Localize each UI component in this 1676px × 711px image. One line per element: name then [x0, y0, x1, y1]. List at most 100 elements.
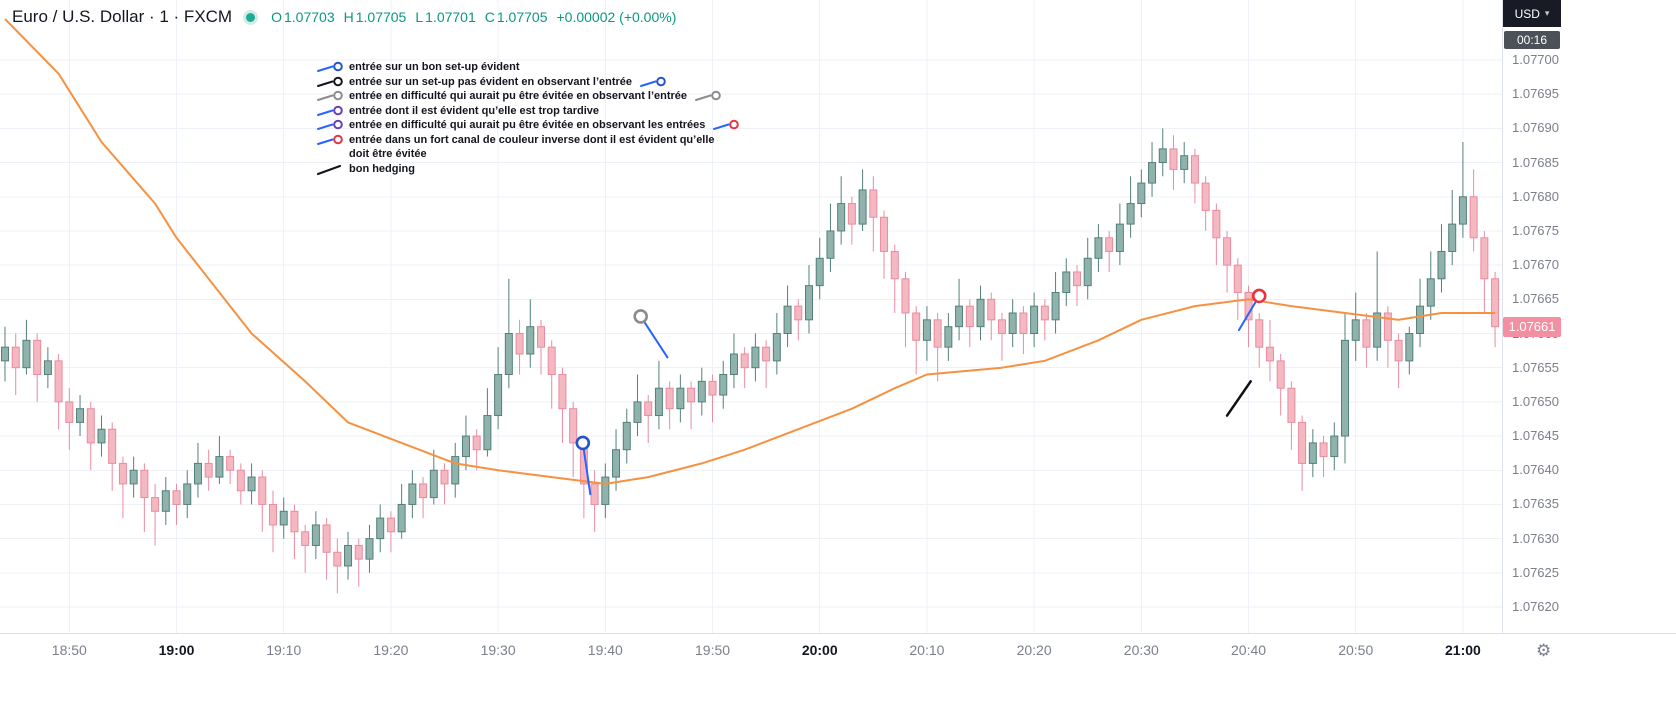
candle-up: [1094, 237, 1103, 259]
entry-arrow-icon: [317, 90, 343, 101]
change-value: +0.00002 (+0.00%): [556, 9, 677, 25]
candle-down: [1394, 339, 1403, 362]
price-label: 1.07625: [1512, 564, 1559, 580]
time-label: 18:50: [51, 642, 87, 658]
entry-difficult-observed-marker-circle[interactable]: [633, 309, 648, 324]
time-label: 19:10: [266, 642, 302, 658]
currency-selector[interactable]: USD ▾: [1503, 0, 1561, 27]
candle-down: [172, 490, 181, 505]
candle-down: [1073, 271, 1081, 287]
candle-down: [386, 517, 395, 533]
candle-up: [1115, 223, 1124, 252]
time-label: 20:10: [909, 642, 945, 658]
candle-down: [740, 353, 749, 369]
entry-good-setup-marker-circle[interactable]: [575, 435, 591, 451]
candle-up: [526, 326, 535, 355]
candle-up: [1351, 319, 1360, 341]
candle-down: [1233, 264, 1242, 293]
open-value: 1.07703: [284, 9, 335, 25]
candle-down: [537, 326, 545, 348]
low-label: L: [415, 9, 424, 25]
price-label: 1.07645: [1512, 428, 1559, 444]
entry-inverse-channel-marker-circle[interactable]: [1251, 288, 1267, 304]
candle-up: [751, 346, 760, 369]
candle-down: [1298, 421, 1307, 464]
candle-down: [1265, 346, 1274, 362]
legend-label: entrée en difficulté qui aurait pu être …: [349, 90, 688, 102]
candle-down: [1469, 196, 1478, 239]
price-label: 1.07690: [1512, 120, 1559, 136]
price-label: 1.07670: [1512, 257, 1559, 273]
time-label: 20:00: [801, 642, 838, 658]
market-status-icon[interactable]: [246, 12, 256, 22]
chart-pane[interactable]: Euro / U.S. Dollar · 1 · FXCM O 1.07703 H…: [0, 0, 1502, 633]
close-label: C: [484, 9, 495, 25]
candlestick-chart[interactable]: [0, 0, 1502, 633]
candle-down: [901, 278, 910, 314]
last-price-label: 1.07661: [1503, 316, 1561, 337]
legend-label: entrée dans un fort canal de couleur inv…: [349, 133, 715, 161]
price-label: 1.07685: [1512, 154, 1559, 170]
candle-up: [1308, 442, 1317, 464]
candle-down: [1362, 319, 1371, 348]
candle-down: [1212, 209, 1221, 239]
price-label: 1.07655: [1512, 359, 1559, 375]
candle-down: [322, 524, 331, 553]
candle-up: [719, 374, 728, 396]
high-label: H: [343, 9, 354, 25]
candle-up: [247, 476, 256, 492]
entry-arrow-icon: [317, 134, 343, 145]
candle-up: [976, 298, 985, 328]
time-label: 20:50: [1338, 642, 1374, 658]
price-axis[interactable]: USD ▾ 00:16 1.07700 1.07695 1.07690 1.07685…: [1502, 0, 1676, 633]
candle-up: [1405, 333, 1414, 362]
legend-label: entrée sur un set-up pas évident en obse…: [349, 75, 633, 88]
candle-down: [794, 305, 803, 321]
price-label: 1.07700: [1512, 52, 1559, 67]
legend-label: bon hedging: [349, 162, 415, 175]
price-label: 1.07630: [1512, 530, 1559, 546]
candle-up: [1126, 203, 1135, 225]
candle-up: [1330, 435, 1339, 458]
candle-up: [279, 510, 288, 526]
candle-up: [1437, 250, 1446, 280]
time-axis[interactable]: ⚙ 18:50 19:00 19:10 19:20 19:30 19:40 19:50 20:…: [0, 633, 1676, 711]
candle-down: [1287, 387, 1296, 423]
candle-up: [1426, 278, 1435, 307]
candle-up: [311, 524, 320, 546]
candle-up: [1030, 305, 1039, 334]
candle-up: [1373, 312, 1382, 348]
candle-down: [880, 216, 889, 252]
candle-down: [708, 380, 717, 396]
price-label: 1.07635: [1512, 496, 1559, 512]
candle-up: [1008, 312, 1017, 334]
candle-up: [1, 346, 9, 362]
candle-up: [633, 401, 642, 423]
price-label: 1.07665: [1512, 291, 1559, 307]
candle-up: [1458, 196, 1467, 225]
candle-up: [612, 449, 621, 478]
settings-gear-icon[interactable]: ⚙: [1536, 641, 1552, 660]
entry-good-setup-marker-line[interactable]: [581, 441, 592, 496]
candle-up: [955, 305, 964, 328]
candle-up: [1448, 223, 1457, 252]
time-label: 20:20: [1016, 642, 1052, 658]
candle-up: [1416, 305, 1425, 334]
price-label: 1.07620: [1512, 599, 1559, 614]
entry-difficult-observed-marker-line[interactable]: [639, 315, 669, 359]
candle-down: [987, 298, 996, 321]
symbol-title[interactable]: Euro / U.S. Dollar · 1 · FXCM: [12, 7, 233, 26]
candle-down: [1105, 237, 1114, 252]
moving-average-line: [4, 18, 1496, 485]
price-label: 1.07640: [1512, 462, 1559, 478]
chevron-down-icon: ▾: [1544, 8, 1550, 18]
candle-up: [783, 305, 792, 334]
candle-up: [97, 428, 106, 444]
candle-down: [1491, 278, 1500, 328]
hedging-line-marker[interactable]: [1225, 380, 1252, 417]
candle-down: [847, 203, 856, 225]
candle-down: [515, 333, 524, 355]
candle-down: [204, 462, 213, 478]
candle-down: [54, 360, 63, 403]
legend-label: entrée dont il est évident qu’elle est t…: [349, 104, 600, 117]
